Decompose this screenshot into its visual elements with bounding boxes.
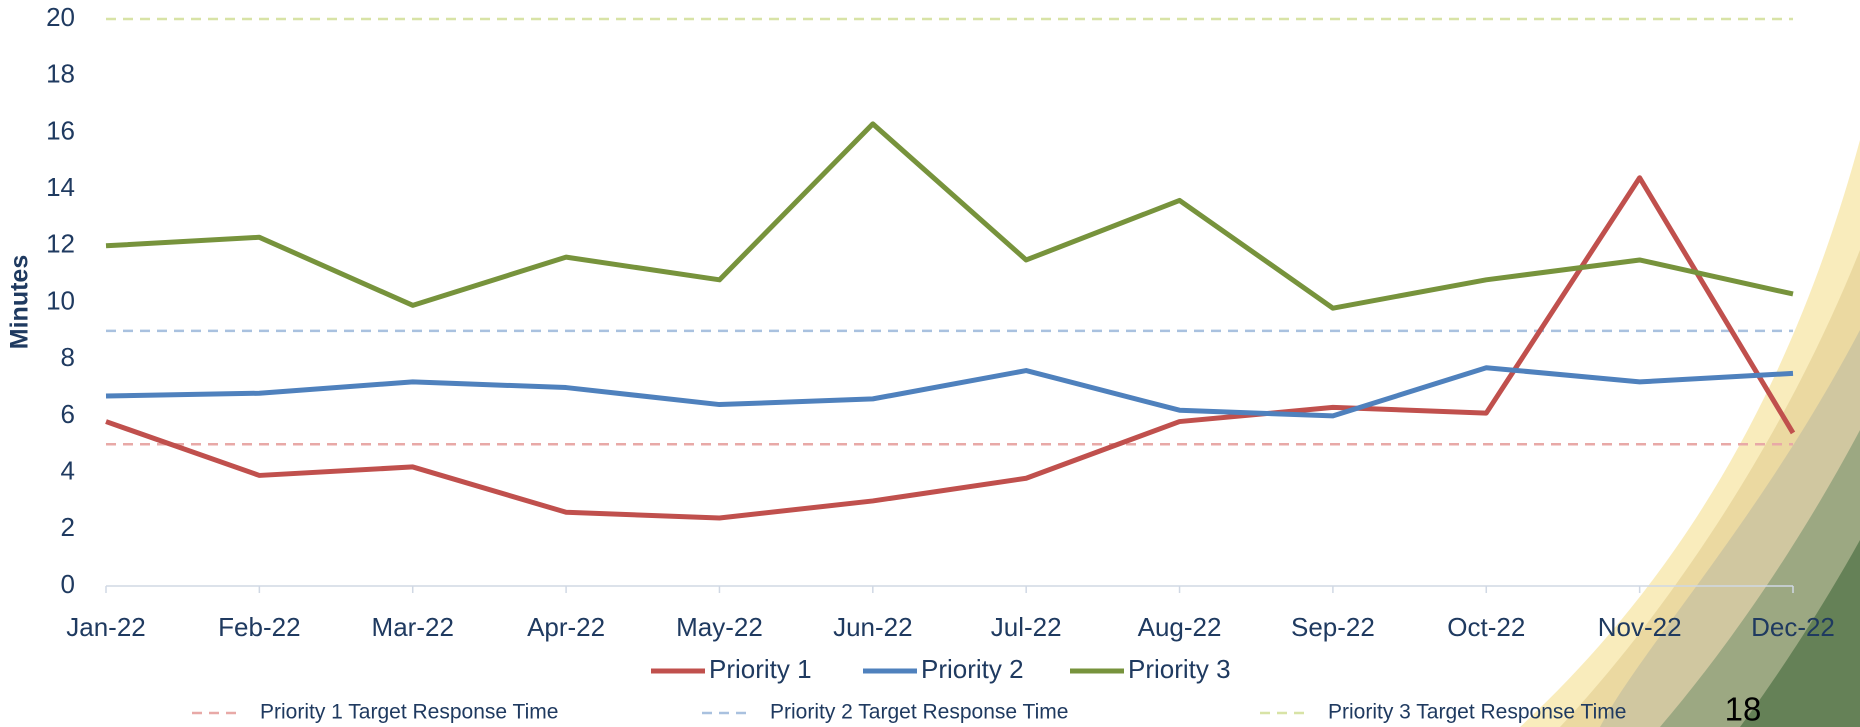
legend-label: Priority 2: [921, 654, 1024, 684]
y-tick-label: 4: [61, 455, 75, 485]
y-tick-label: 10: [46, 285, 75, 315]
legend-label: Priority 1: [709, 654, 812, 684]
x-tick-label: Mar-22: [372, 612, 454, 642]
legend-label: Priority 2 Target Response Time: [770, 701, 1068, 724]
x-tick-label: May-22: [676, 612, 763, 642]
y-tick-label: 8: [61, 342, 75, 372]
x-tick-label: Jul-22: [991, 612, 1062, 642]
series-line: [105, 175, 1796, 521]
x-tick-label: Jun-22: [833, 612, 913, 642]
y-tick-label: 6: [61, 399, 75, 429]
y-tick-label: 18: [46, 59, 75, 89]
series-line: [105, 121, 1794, 311]
y-tick-label: 2: [61, 512, 75, 542]
y-tick-label: 14: [46, 172, 75, 202]
x-tick-label: Oct-22: [1447, 612, 1525, 642]
y-tick-label: 16: [46, 115, 75, 145]
legend-label: Priority 1 Target Response Time: [260, 701, 558, 724]
x-tick-label: Jan-22: [66, 612, 146, 642]
x-tick-label: Aug-22: [1138, 612, 1222, 642]
series-line: [105, 365, 1794, 419]
y-tick-label: 20: [46, 2, 75, 32]
decoration: [1520, 140, 1860, 727]
x-tick-label: Feb-22: [218, 612, 300, 642]
legend-label: Priority 3: [1128, 654, 1231, 684]
x-tick-label: Sep-22: [1291, 612, 1375, 642]
page-number: 18: [1725, 691, 1762, 727]
x-tick-label: Apr-22: [527, 612, 605, 642]
y-axis-title: Minutes: [6, 255, 34, 349]
y-tick-label: 12: [46, 229, 75, 259]
legend-label: Priority 3 Target Response Time: [1328, 701, 1626, 724]
x-tick-label: Dec-22: [1751, 612, 1835, 642]
y-tick-label: 0: [61, 569, 75, 599]
x-tick-label: Nov-22: [1598, 612, 1682, 642]
